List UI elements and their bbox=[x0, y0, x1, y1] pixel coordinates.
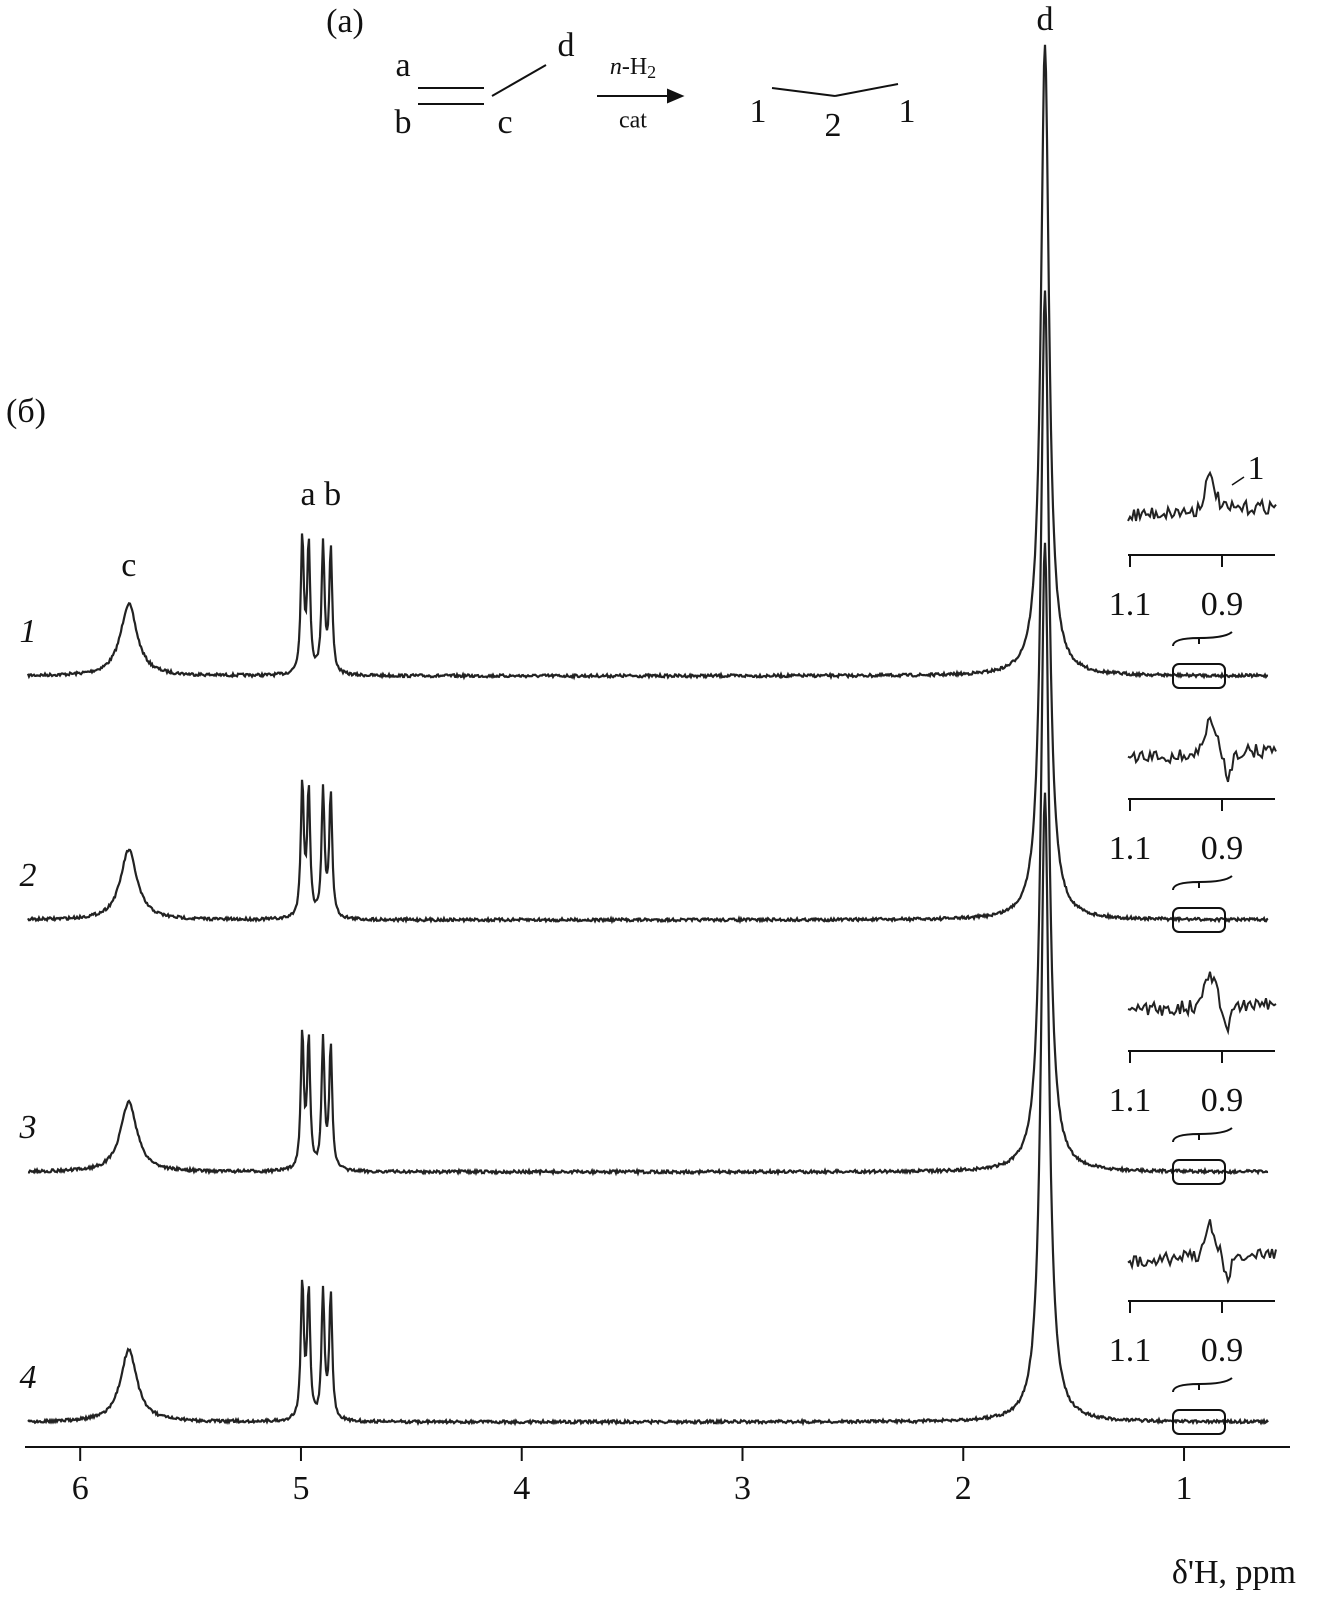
inset-trace bbox=[1127, 470, 1277, 523]
bond bbox=[771, 87, 836, 97]
inset-tick-label: 0.9 bbox=[1201, 1082, 1244, 1119]
x-axis-label: δ'H, ppm bbox=[1172, 1554, 1296, 1591]
series-label: 2 bbox=[20, 857, 37, 894]
panel-label: (a) bbox=[326, 3, 364, 40]
brace bbox=[1172, 875, 1233, 891]
arrow-head bbox=[667, 88, 685, 104]
reagent-n: n bbox=[610, 54, 622, 80]
peak-label: c bbox=[121, 547, 136, 584]
inset-trace bbox=[1127, 1219, 1277, 1285]
reagent-sub: 2 bbox=[647, 62, 656, 82]
inset-tick-label: 0.9 bbox=[1201, 1332, 1244, 1369]
x-tick-label: 5 bbox=[292, 1470, 309, 1507]
inset-label: 1 bbox=[1248, 450, 1265, 487]
spectrum-line bbox=[27, 290, 1269, 925]
x-tick-label: 4 bbox=[513, 1470, 530, 1507]
peak-label: a b bbox=[301, 476, 342, 513]
inset-tick-label: 1.1 bbox=[1109, 586, 1152, 623]
brace bbox=[1172, 1377, 1233, 1393]
brace bbox=[1172, 631, 1233, 647]
atom-label: c bbox=[497, 104, 512, 141]
spectrum-line bbox=[27, 792, 1269, 1427]
atom-label: d bbox=[558, 27, 575, 64]
atom-label: 1 bbox=[750, 93, 767, 130]
atom-label: b bbox=[395, 104, 412, 141]
inset-tick-label: 1.1 bbox=[1109, 830, 1152, 867]
atom-label: 2 bbox=[825, 107, 842, 144]
atom-label: a bbox=[395, 47, 410, 84]
bond bbox=[491, 64, 547, 97]
region-box bbox=[1172, 907, 1226, 933]
x-tick-label: 2 bbox=[955, 1470, 972, 1507]
region-box bbox=[1172, 1409, 1226, 1435]
inset-tick-label: 0.9 bbox=[1201, 586, 1244, 623]
spectrum-line bbox=[27, 542, 1269, 1177]
brace bbox=[1172, 1127, 1233, 1143]
series-label: 3 bbox=[19, 1109, 37, 1146]
scheme bbox=[418, 64, 899, 105]
inset-trace bbox=[1127, 715, 1277, 783]
bond bbox=[834, 83, 899, 97]
x-tick-label: 3 bbox=[734, 1470, 751, 1507]
spectrum-line bbox=[26, 44, 1269, 681]
region-box bbox=[1172, 1159, 1226, 1185]
x-tick-label: 6 bbox=[72, 1470, 89, 1507]
inset-leader bbox=[1231, 476, 1245, 486]
series-label: 4 bbox=[20, 1359, 37, 1396]
x-tick-label: 1 bbox=[1176, 1470, 1193, 1507]
panel-label: (б) bbox=[6, 393, 46, 430]
peak-label: d bbox=[1036, 1, 1053, 38]
reagent: -H bbox=[622, 54, 647, 80]
inset-trace bbox=[1127, 971, 1277, 1036]
inset-tick-label: 0.9 bbox=[1201, 830, 1244, 867]
reagent: n-H2 bbox=[610, 54, 656, 83]
region-box bbox=[1172, 663, 1226, 689]
inset-tick-label: 1.1 bbox=[1109, 1332, 1152, 1369]
catalyst: cat bbox=[619, 108, 647, 134]
atom-label: 1 bbox=[899, 93, 916, 130]
inset-tick-label: 1.1 bbox=[1109, 1082, 1152, 1119]
series-label: 1 bbox=[20, 613, 37, 650]
